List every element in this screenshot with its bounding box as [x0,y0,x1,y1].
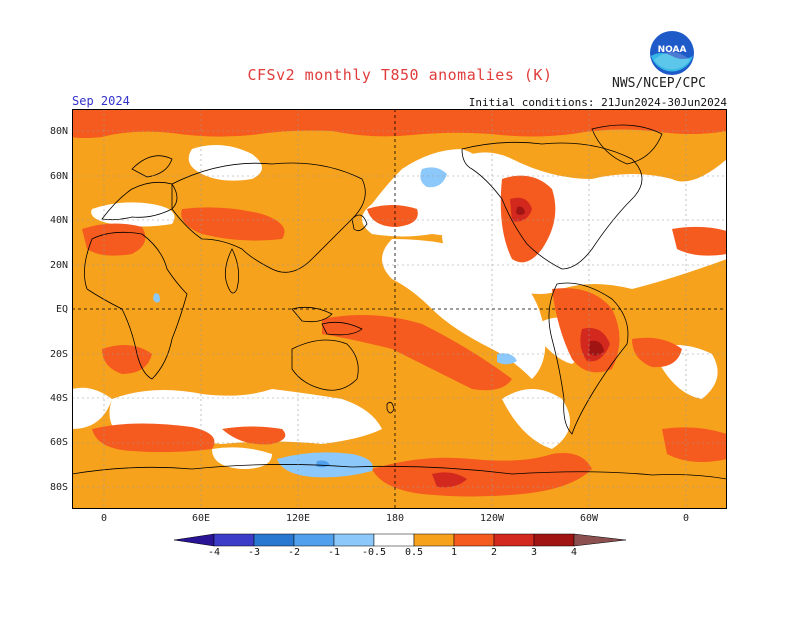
coastlines [72,124,727,480]
forecast-month: Sep 2024 [72,94,130,108]
noaa-logo-icon: NOAA [650,31,694,75]
colorbar [174,533,626,547]
lat-label: 60S [49,437,68,448]
lon-label: 60W [579,513,599,524]
colorbar-label: 3 [530,547,538,558]
lon-label: 120E [285,513,311,524]
colorbar-segment [493,533,535,547]
lat-label: 40N [49,215,68,226]
lat-label: 20N [49,260,68,271]
agency-label: NWS/NCEP/CPC [612,76,706,91]
chart-title: CFSv2 monthly T850 anomalies (K) [247,66,553,84]
colorbar-label: -4 [207,547,221,558]
colorbar-label: 4 [570,547,578,558]
colorbar-arrow-left [174,533,215,547]
lon-label: 0 [100,513,108,524]
colorbar-arrow-right [573,533,626,547]
colorbar-segment [453,533,495,547]
lat-label: 60N [49,171,68,182]
colorbar-segment [213,533,255,547]
lat-label: 40S [49,393,68,404]
logo-text: NOAA [658,45,687,55]
initial-conditions: Initial conditions: 21Jun2024-30Jun2024 [468,96,727,109]
anomaly-map [72,109,727,509]
colorbar-segment [413,533,455,547]
lat-label: 20S [49,349,68,360]
lat-label: EQ [55,304,68,315]
colorbar-segment [373,533,415,547]
colorbar-label: 2 [490,547,498,558]
lon-label: 0 [682,513,690,524]
lon-label: 180 [385,513,405,524]
colorbar-segment [333,533,375,547]
lon-label: 60E [191,513,211,524]
colorbar-label: -0.5 [361,547,387,558]
colorbar-segment [293,533,335,547]
colorbar-label: 0.5 [404,547,424,558]
lat-label: 80N [49,126,68,137]
colorbar-label: -1 [327,547,341,558]
colorbar-segment [533,533,575,547]
colorbar-label: -3 [247,547,261,558]
colorbar-segment [253,533,295,547]
lon-label: 120W [479,513,505,524]
colorbar-label: 1 [450,547,458,558]
colorbar-label: -2 [287,547,301,558]
lat-label: 80S [49,482,68,493]
